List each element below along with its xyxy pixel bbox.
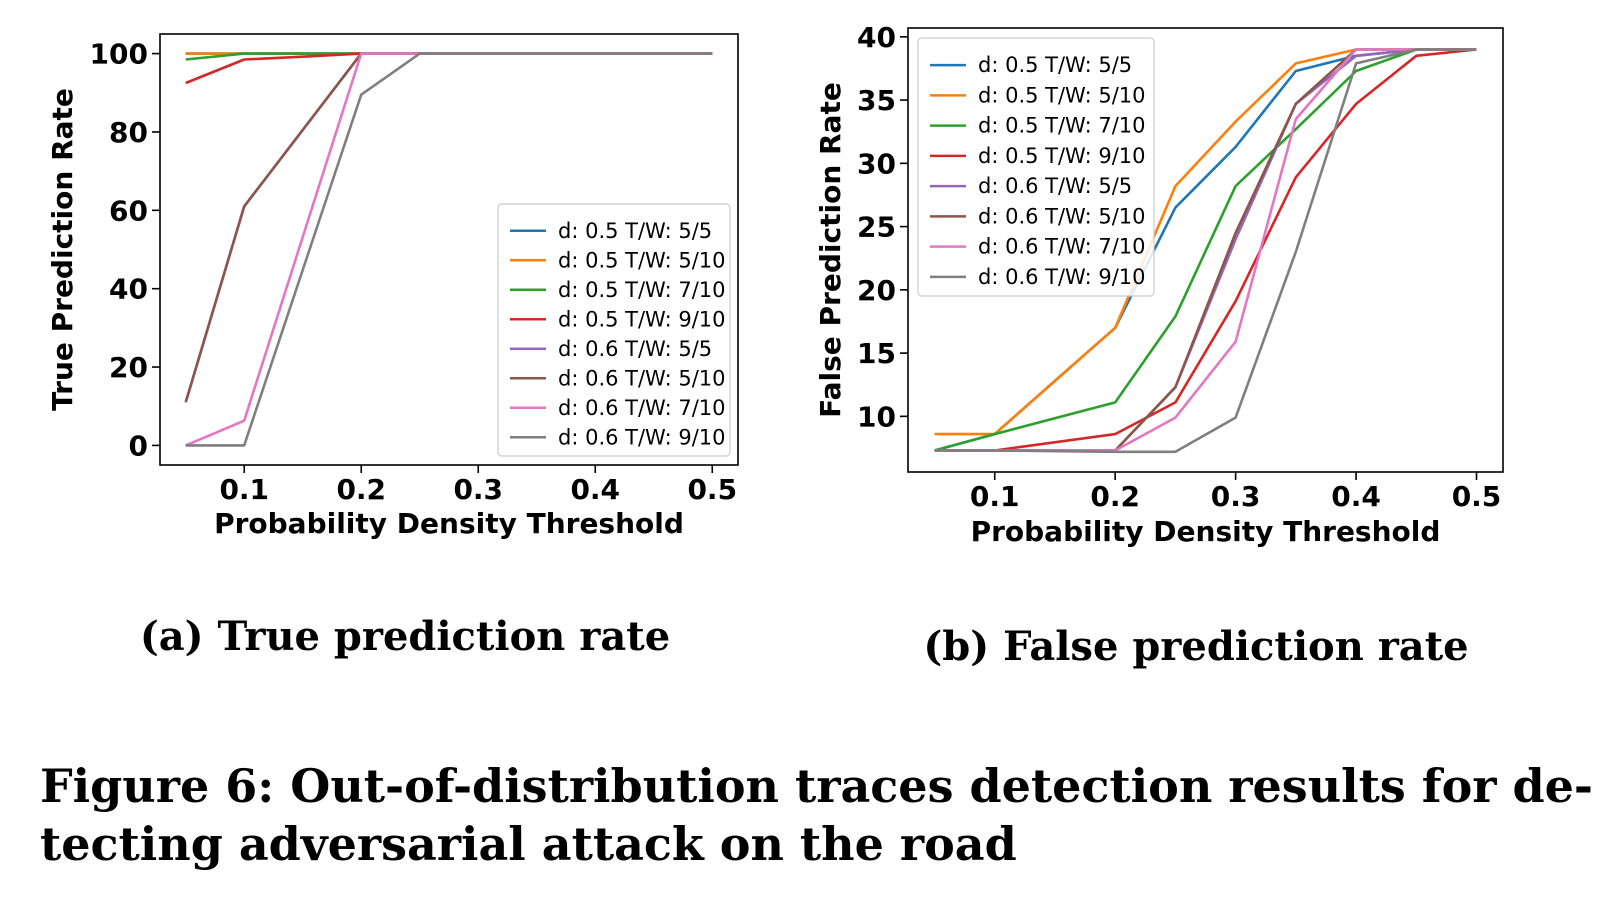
subcaption-b: (b) False prediction rate [923, 623, 1468, 670]
legend-label-1: d: 0.5 T/W: 5/5 [558, 219, 712, 243]
legend-label-2: d: 0.5 T/W: 5/10 [558, 248, 726, 272]
x-tick-label: 0.2 [1090, 480, 1140, 513]
y-axis-title: True Prediction Rate [46, 88, 79, 411]
x-tick-label: 0.2 [336, 473, 386, 506]
legend-label-4: d: 0.5 T/W: 9/10 [978, 144, 1146, 168]
y-tick-label: 80 [109, 116, 148, 149]
y-tick-label: 20 [109, 351, 148, 384]
legend-label-3: d: 0.5 T/W: 7/10 [978, 114, 1146, 138]
y-tick-label: 100 [90, 38, 148, 71]
series-line-8 [185, 52, 713, 447]
legend: d: 0.5 T/W: 5/5 d: 0.5 T/W: 5/10 d: 0.5 T/… [917, 37, 1155, 297]
x-tick-label: 0.1 [219, 473, 269, 506]
legend-label-8: d: 0.6 T/W: 9/10 [978, 265, 1146, 289]
legend-label-5: d: 0.6 T/W: 5/5 [558, 337, 712, 361]
y-tick-label: 25 [857, 211, 896, 244]
legend-label-6: d: 0.6 T/W: 5/10 [978, 204, 1146, 228]
x-axis-title: Probability Density Threshold [214, 507, 684, 540]
legend-label-4: d: 0.5 T/W: 9/10 [558, 307, 726, 331]
legend-label-5: d: 0.6 T/W: 5/5 [978, 174, 1132, 198]
legend-label-6: d: 0.6 T/W: 5/10 [558, 366, 726, 390]
y-tick-label: 35 [857, 84, 896, 117]
series-line-4 [185, 52, 713, 85]
legend-label-8: d: 0.6 T/W: 9/10 [558, 425, 726, 449]
legend-label-1: d: 0.5 T/W: 5/5 [978, 53, 1132, 77]
x-tick-label: 0.4 [1331, 480, 1381, 513]
series-line-3 [934, 48, 1477, 452]
y-tick-label: 20 [857, 274, 896, 307]
x-tick-label: 0.3 [1211, 480, 1261, 513]
plot-frame [907, 27, 1504, 473]
subcaption-a: (a) True prediction rate [140, 613, 670, 660]
figure-caption-line-1: Figure 6: Out-of-distribution traces det… [40, 759, 1593, 813]
plot-frame [159, 33, 739, 466]
y-tick-label: 40 [109, 273, 148, 306]
legend-label-3: d: 0.5 T/W: 7/10 [558, 278, 726, 302]
x-tick-label: 0.5 [1452, 480, 1502, 513]
series-line-4 [934, 48, 1477, 452]
y-tick-label: 15 [857, 337, 896, 370]
chart-true-prediction-rate: 0.1 0.2 0.3 0.4 0.5 0 20 40 60 80 100 Probability D… [46, 33, 739, 540]
x-tick-label: 0.5 [687, 473, 737, 506]
y-tick-label: 0 [129, 429, 148, 462]
series-line-8 [934, 48, 1477, 454]
y-tick-label: 30 [857, 147, 896, 180]
chart-false-prediction-rate: 0.1 0.2 0.3 0.4 0.5 10 15 20 25 30 35 40 Probability… [814, 21, 1504, 548]
legend: d: 0.5 T/W: 5/5 d: 0.5 T/W: 5/10 d: 0.5 T/… [497, 203, 731, 457]
y-tick-label: 60 [109, 194, 148, 227]
legend-label-7: d: 0.6 T/W: 7/10 [978, 235, 1146, 259]
x-tick-label: 0.4 [570, 473, 620, 506]
y-tick-label: 10 [857, 400, 896, 433]
legend-label-2: d: 0.5 T/W: 5/10 [978, 83, 1146, 107]
legend-label-7: d: 0.6 T/W: 7/10 [558, 396, 726, 420]
legend-box [497, 203, 731, 457]
x-axis-title: Probability Density Threshold [971, 515, 1441, 548]
legend-box [917, 37, 1155, 297]
y-axis-title: False Prediction Rate [814, 82, 847, 418]
y-tick-label: 40 [857, 21, 896, 54]
x-tick-label: 0.3 [453, 473, 503, 506]
figure-caption-line-2: tecting adversarial attack on the road [40, 817, 1017, 871]
x-tick-label: 0.1 [970, 480, 1020, 513]
